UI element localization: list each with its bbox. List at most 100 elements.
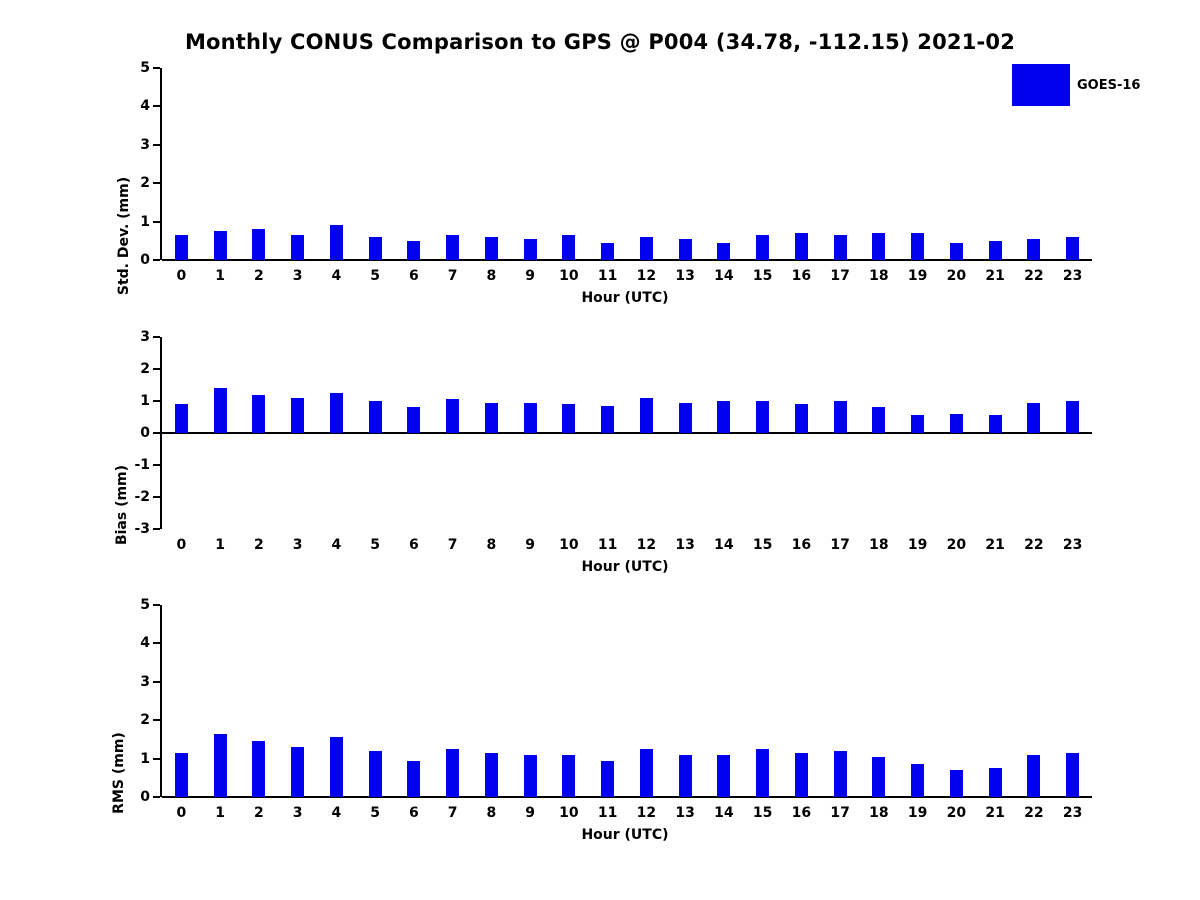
y-tick-mark — [153, 464, 160, 466]
x-tick-label: 2 — [254, 805, 264, 821]
bar-hour-7 — [446, 399, 460, 433]
bar-hour-2 — [252, 741, 266, 797]
x-tick-label: 0 — [176, 537, 187, 553]
x-tick-label: 4 — [331, 805, 342, 821]
bar-hour-4 — [329, 737, 343, 797]
x-tick-label: 11 — [597, 268, 618, 284]
x-tick-label: 17 — [830, 268, 850, 284]
x-tick-label: 5 — [370, 268, 380, 284]
x-tick-label: 11 — [597, 805, 618, 821]
x-tick-label: 7 — [447, 537, 458, 553]
x-tick-label: 8 — [486, 268, 497, 284]
x-tick-label: 8 — [486, 537, 497, 553]
bar-hour-0 — [174, 235, 188, 260]
x-tick-label: 23 — [1062, 805, 1083, 821]
y-tick-label: 2 — [140, 361, 150, 377]
bar-hour-19 — [911, 233, 925, 260]
y-tick-label: 3 — [140, 136, 150, 153]
y-tick-label: -2 — [134, 489, 150, 505]
bar-hour-23 — [1066, 236, 1080, 260]
x-tick-label: 18 — [869, 537, 889, 553]
y-tick-mark — [153, 400, 160, 402]
bar-hour-7 — [446, 749, 460, 797]
bar-hour-1 — [213, 388, 227, 433]
y-tick-mark — [153, 105, 160, 108]
x-tick-label: 7 — [447, 805, 458, 821]
bar-hour-23 — [1066, 401, 1080, 433]
bar-hour-14 — [717, 401, 731, 433]
bar-hour-6 — [407, 240, 421, 260]
bar-hour-8 — [484, 402, 498, 433]
x-tick-label: 7 — [447, 268, 458, 284]
page-title: Monthly CONUS Comparison to GPS @ P004 (… — [184, 30, 1016, 54]
bar-hour-10 — [562, 235, 576, 260]
y-tick-label: 2 — [140, 175, 150, 192]
bar-hour-17 — [833, 235, 847, 260]
bar-hour-9 — [523, 402, 537, 433]
zero-axis-line — [162, 796, 1092, 798]
bar-hour-21 — [988, 415, 1002, 433]
x-tick-label: 1 — [215, 537, 225, 553]
bar-hour-3 — [291, 747, 305, 797]
bar-hour-15 — [756, 401, 770, 433]
bar-hour-20 — [949, 242, 963, 260]
x-tick-label: 14 — [714, 537, 734, 553]
x-tick-label: 19 — [907, 268, 928, 284]
bar-hour-3 — [291, 397, 305, 433]
bar-hour-20 — [949, 413, 963, 433]
bar-hour-4 — [329, 393, 343, 433]
bar-hour-18 — [872, 233, 886, 260]
y-tick-mark — [153, 67, 160, 69]
bar-hour-2 — [252, 394, 266, 433]
y-tick-mark — [153, 757, 160, 760]
y-tick-mark — [153, 796, 160, 798]
x-tick-label: 5 — [370, 537, 380, 553]
bar-hour-12 — [639, 749, 653, 797]
bar-hour-23 — [1066, 752, 1080, 797]
y-tick-label: 5 — [140, 60, 150, 76]
y-tick-label: -1 — [134, 457, 150, 473]
bar-hour-22 — [1027, 238, 1041, 260]
x-tick-label: 5 — [370, 805, 380, 821]
x-tick-label: 23 — [1062, 268, 1083, 284]
x-tick-label: 15 — [752, 537, 773, 553]
y-tick-label: 0 — [140, 252, 150, 268]
y-tick-label: 1 — [140, 213, 150, 230]
bar-hour-3 — [291, 235, 305, 260]
stddev-panel: Std. Dev. (mm) 0 1 2 3 4 5 0 1 2 3 4 5 6 7 8 9 10 11 12 13 1… — [0, 60, 1200, 308]
x-tick-label: 3 — [292, 537, 303, 553]
x-tick-label: 20 — [946, 537, 967, 553]
bar-hour-13 — [678, 754, 692, 797]
bar-hour-16 — [794, 404, 808, 433]
y-tick-label: -3 — [134, 521, 150, 537]
bias-x-axis-label: Hour (UTC) — [581, 559, 669, 575]
x-tick-label: 16 — [791, 805, 812, 821]
y-tick-mark — [153, 220, 160, 223]
x-tick-label: 13 — [675, 268, 695, 284]
x-tick-label: 8 — [486, 805, 497, 821]
x-tick-label: 19 — [907, 805, 928, 821]
bar-hour-5 — [368, 401, 382, 433]
y-tick-mark — [153, 143, 160, 146]
rms-plot-area: 0 1 2 3 4 5 0 1 2 3 4 5 6 7 8 9 10 11 12 13 14 15 16 17 18 19 20 21… — [140, 597, 1092, 821]
y-tick-label: 3 — [140, 329, 150, 345]
bar-hour-11 — [601, 242, 615, 260]
bar-hour-12 — [639, 236, 653, 260]
bar-hour-12 — [639, 397, 653, 433]
y-tick-mark — [153, 642, 160, 645]
x-tick-label: 2 — [254, 537, 264, 553]
bar-hour-8 — [484, 752, 498, 797]
y-tick-label: 0 — [140, 789, 150, 805]
y-tick-mark — [153, 719, 160, 722]
x-tick-label: 17 — [830, 805, 850, 821]
legend-swatch-goes16 — [1012, 64, 1070, 106]
bar-hour-9 — [523, 238, 537, 260]
bar-hour-21 — [988, 768, 1002, 797]
stddev-plot-area: 0 1 2 3 4 5 0 1 2 3 4 5 6 7 8 9 10 11 12 13 14 15 16 17 18 19 20 21… — [140, 60, 1092, 284]
x-tick-label: 9 — [525, 805, 535, 821]
y-tick-mark — [153, 680, 160, 683]
x-tick-label: 3 — [292, 268, 303, 284]
x-tick-label: 11 — [597, 537, 618, 553]
y-tick-mark — [153, 604, 160, 606]
bar-hour-15 — [756, 235, 770, 260]
